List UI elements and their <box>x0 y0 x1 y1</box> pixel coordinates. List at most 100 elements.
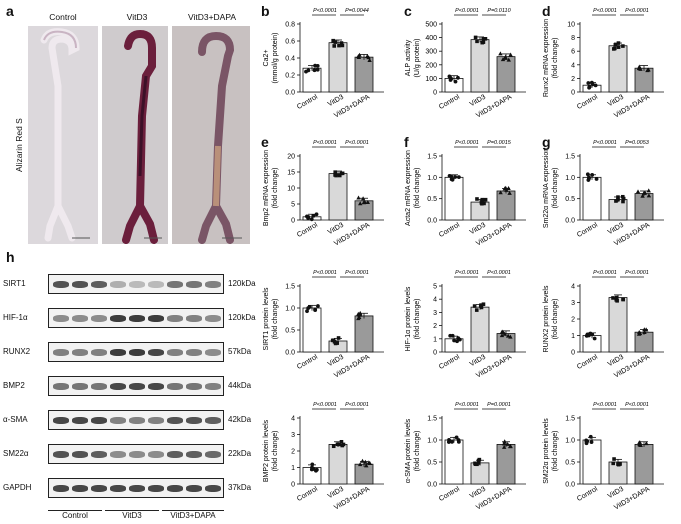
p-value-label: P=0.0001 <box>487 402 511 408</box>
data-point <box>500 329 505 334</box>
y-tick-label: 0.6 <box>285 39 295 46</box>
data-point <box>589 440 594 444</box>
data-point <box>483 197 488 202</box>
blot-row-5 <box>48 444 224 464</box>
chart-runx2-mrna: Runx2 mRNA expression (fold change) 0 2 4 6 8 1… <box>543 8 664 120</box>
y-tick-label: 200 <box>425 62 437 69</box>
x-tick-label: VitD3 <box>327 94 345 109</box>
blot-band <box>129 451 145 458</box>
p-value-label: P<0.0001 <box>313 402 337 408</box>
blot-band <box>91 485 107 492</box>
y-tick-label: 1.5 <box>427 154 437 161</box>
y-tick-label: 10 <box>567 22 575 29</box>
x-tick-label: VitD3 <box>469 222 487 237</box>
data-point <box>450 440 454 444</box>
data-point <box>621 297 625 302</box>
blot-row-4 <box>48 410 224 430</box>
x-tick-label: VitD3 <box>469 354 487 369</box>
data-point <box>589 80 594 85</box>
p-value-label: P<0.0001 <box>455 270 479 276</box>
data-point <box>366 460 372 465</box>
data-point <box>501 444 507 449</box>
data-point <box>501 441 507 446</box>
data-point <box>506 57 511 62</box>
data-point <box>341 442 346 447</box>
bar-1 <box>470 201 490 221</box>
data-point <box>475 39 479 44</box>
blot-kda-label: 22kDa <box>228 449 252 458</box>
y-axis-label: Sm22α mRNA expression <box>543 148 550 228</box>
chart-ca2: Ca2+ (mmol/g protein) 0.0 0.2 0.4 0.6 0.8 Contr… <box>263 8 384 120</box>
p-value-label: P<0.0001 <box>487 270 511 276</box>
y-axis-label: (fold change) <box>552 299 559 340</box>
data-point <box>585 172 590 177</box>
y-tick-label: 0.5 <box>285 328 295 335</box>
bar-1 <box>608 45 628 93</box>
data-point <box>305 309 309 314</box>
x-tick-label: VitD3 <box>469 94 487 109</box>
data-point <box>449 174 454 179</box>
data-point <box>474 308 479 312</box>
y-tick-label: 2 <box>433 323 437 330</box>
data-point <box>613 42 618 47</box>
data-point <box>481 37 486 41</box>
y-tick-label: 1.5 <box>565 154 575 161</box>
blot-band <box>91 281 107 288</box>
data-point <box>454 435 459 440</box>
bar-1 <box>328 173 348 221</box>
x-tick-label: Control <box>576 353 599 371</box>
blot-band <box>186 315 202 322</box>
blot-band <box>91 417 107 424</box>
data-point <box>339 41 344 45</box>
y-tick-label: 0.0 <box>565 482 575 489</box>
y-axis-label: (fold change) <box>552 431 559 472</box>
blot-protein-label: BMP2 <box>3 381 25 390</box>
y-axis-label: ALP activity <box>405 39 412 76</box>
data-point <box>314 212 319 217</box>
data-point <box>499 333 505 338</box>
data-point <box>504 187 509 192</box>
y-axis-label: (fold change) <box>272 431 279 472</box>
p-value-label: P<0.0001 <box>345 402 369 408</box>
blot-band <box>148 281 164 288</box>
data-point <box>315 67 320 72</box>
data-point <box>644 441 649 446</box>
p-value-label: P<0.0001 <box>313 140 337 146</box>
data-point <box>316 304 320 308</box>
data-point <box>306 214 311 219</box>
y-tick-label: 0.5 <box>427 460 437 467</box>
y-tick-label: 0.5 <box>427 196 437 203</box>
blot-band <box>110 349 126 356</box>
bar-2 <box>496 333 516 353</box>
data-point <box>480 200 484 205</box>
blot-band <box>205 451 221 458</box>
data-point <box>311 467 316 471</box>
y-tick-label: 0.0 <box>565 218 575 225</box>
bar-0 <box>444 176 464 221</box>
blot-band <box>91 383 107 390</box>
data-point <box>586 81 591 85</box>
data-point <box>587 84 592 89</box>
photo-title-vitd3: VitD3 <box>126 12 148 22</box>
aorta-vitd3 <box>122 29 162 244</box>
y-tick-label: 0.8 <box>285 22 295 29</box>
data-point <box>638 442 643 447</box>
blot-row-3 <box>48 376 224 396</box>
data-point <box>614 298 619 302</box>
x-tick-label: Control <box>296 93 319 111</box>
blot-band <box>91 349 107 356</box>
blot-row-0 <box>48 274 224 294</box>
data-point <box>333 173 337 177</box>
y-axis-label: SM22α protein levels <box>543 418 550 484</box>
y-tick-label: 0.0 <box>427 218 437 225</box>
data-point <box>477 457 482 462</box>
blot-band <box>167 383 183 390</box>
data-point <box>453 79 458 84</box>
y-tick-label: 1 <box>291 465 295 472</box>
bar-1 <box>470 306 490 353</box>
p-value-label: P<0.0001 <box>625 402 649 408</box>
panel-label-c: c <box>404 3 412 19</box>
data-point <box>643 327 649 332</box>
blot-kda-label: 42kDa <box>228 415 252 424</box>
blot-band <box>110 315 126 322</box>
